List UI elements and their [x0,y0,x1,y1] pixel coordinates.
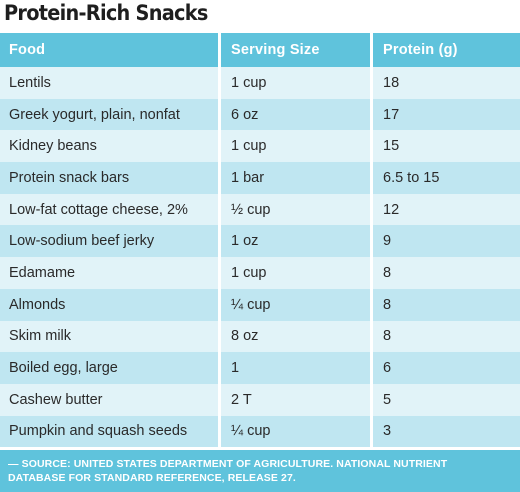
cell-serving-size: 1 cup [218,130,370,163]
table-row: Low-fat cottage cheese, 2% ½ cup 12 [0,193,520,226]
table-row: Kidney beans 1 cup 15 [0,130,520,163]
table-row: Greek yogurt, plain, nonfat 6 oz 17 [0,98,520,131]
cell-protein: 8 [370,257,520,289]
header-food: Food [0,33,218,67]
cell-serving-size: 1 oz [218,225,370,258]
cell-serving-size: ¼ cup [218,415,370,448]
cell-food: Pumpkin and squash seeds [0,415,218,448]
cell-food: Lentils [0,67,218,99]
cell-serving-size: ¼ cup [218,288,370,321]
cell-protein: 8 [370,320,520,353]
table-row: Boiled egg, large 1 6 [0,352,520,384]
cell-food: Edamame [0,257,218,289]
table-row: Skim milk 8 oz 8 [0,320,520,353]
cell-food: Kidney beans [0,130,218,163]
cell-food: Skim milk [0,320,218,353]
cell-protein: 8 [370,288,520,321]
cell-serving-size: 1 cup [218,67,370,99]
table-row: Lentils 1 cup 18 [0,67,520,99]
cell-protein: 12 [370,193,520,226]
cell-protein: 6.5 to 15 [370,162,520,194]
cell-protein: 18 [370,67,520,99]
table-row: Pumpkin and squash seeds ¼ cup 3 [0,415,520,448]
table-body: Lentils 1 cup 18 Greek yogurt, plain, nonfa… [0,67,520,448]
cell-food: Greek yogurt, plain, nonfat [0,98,218,131]
cell-protein: 15 [370,130,520,163]
cell-protein: 3 [370,415,520,448]
table-row: Almonds ¼ cup 8 [0,288,520,321]
cell-food: Protein snack bars [0,162,218,194]
cell-serving-size: 1 bar [218,162,370,194]
page-title: Protein-Rich Snacks [4,1,208,25]
cell-protein: 5 [370,383,520,416]
cell-serving-size: 1 [218,352,370,384]
cell-food: Cashew butter [0,383,218,416]
header-serving-size: Serving Size [218,33,370,67]
protein-table: Food Serving Size Protein (g) Lentils 1 c… [0,33,520,448]
cell-serving-size: 1 cup [218,257,370,289]
cell-food: Almonds [0,288,218,321]
cell-protein: 9 [370,225,520,258]
source-line-2: DATABASE FOR STANDARD REFERENCE, RELEASE… [8,472,296,484]
cell-protein: 6 [370,352,520,384]
cell-serving-size: 2 T [218,383,370,416]
source-line-1: — SOURCE: UNITED STATES DEPARTMENT OF AG… [8,458,448,470]
cell-food: Low-fat cottage cheese, 2% [0,193,218,226]
cell-serving-size: ½ cup [218,193,370,226]
cell-protein: 17 [370,98,520,131]
cell-food: Low-sodium beef jerky [0,225,218,258]
cell-serving-size: 6 oz [218,98,370,131]
table-row: Protein snack bars 1 bar 6.5 to 15 [0,162,520,194]
table-row: Low-sodium beef jerky 1 oz 9 [0,225,520,258]
header-protein: Protein (g) [370,33,520,67]
cell-serving-size: 8 oz [218,320,370,353]
table-row: Edamame 1 cup 8 [0,257,520,289]
table-header-row: Food Serving Size Protein (g) [0,33,520,67]
cell-food: Boiled egg, large [0,352,218,384]
source-footnote: — SOURCE: UNITED STATES DEPARTMENT OF AG… [0,450,520,492]
